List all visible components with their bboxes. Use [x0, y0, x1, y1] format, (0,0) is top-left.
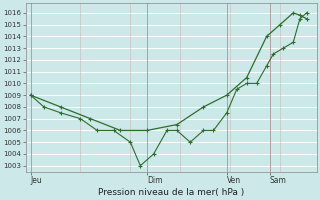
X-axis label: Pression niveau de la mer( hPa ): Pression niveau de la mer( hPa ) [98, 188, 244, 197]
